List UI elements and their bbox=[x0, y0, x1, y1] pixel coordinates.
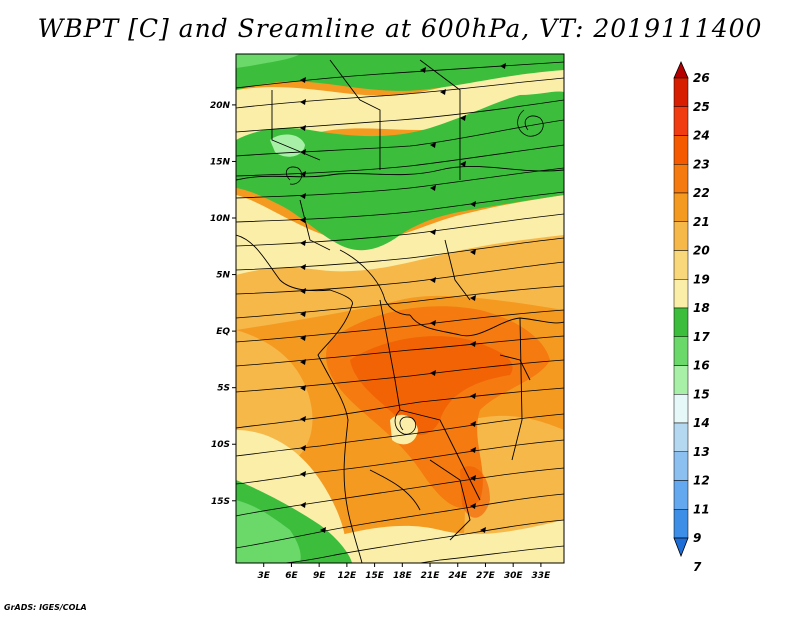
colorbar-label: 7 bbox=[693, 560, 702, 574]
colorbar-swatch bbox=[673, 135, 689, 165]
field-lightgreen-corner bbox=[236, 54, 300, 68]
x-tick-label: 21E bbox=[421, 571, 441, 581]
stream-arrows bbox=[300, 63, 506, 533]
x-tick-label: 6E bbox=[285, 571, 298, 581]
x-tick-label: 12E bbox=[338, 571, 358, 581]
y-tick-label: 15N bbox=[210, 157, 231, 167]
colorbar-label: 12 bbox=[693, 474, 710, 488]
y-tick-label: 5N bbox=[216, 271, 230, 281]
colorbar-swatch bbox=[673, 509, 689, 539]
colorbar-label: 23 bbox=[693, 157, 710, 171]
x-tick-label: 3E bbox=[258, 571, 271, 581]
colorbar-label: 11 bbox=[693, 502, 710, 516]
colorbar-swatch bbox=[673, 394, 689, 424]
plot-title: WBPT [C] and Sreamline at 600hPa, VT: 20… bbox=[37, 14, 763, 43]
field-yellow-vortex bbox=[390, 414, 418, 445]
x-tick-label: 33E bbox=[532, 571, 552, 581]
colorbar-label: 22 bbox=[693, 186, 710, 200]
x-tick-label: 9E bbox=[313, 571, 326, 581]
colorbar-swatch bbox=[673, 106, 689, 136]
y-tick-label: 5S bbox=[217, 384, 230, 394]
field-yellow-north bbox=[236, 70, 564, 180]
y-tick-label: 20N bbox=[210, 101, 231, 111]
map-panel bbox=[236, 54, 564, 563]
field-light-orange-southeast bbox=[460, 415, 564, 560]
x-tick-label: 18E bbox=[393, 571, 413, 581]
grads-credit: GrADS: IGES/COLA bbox=[4, 603, 87, 612]
colorbar-label: 15 bbox=[693, 387, 710, 401]
colorbar-bottom-arrow bbox=[673, 537, 689, 558]
colorbar: 26 25 24 23 22 21 20 19 18 17 16 15 14 13 12 11 9 7 bbox=[673, 61, 710, 574]
coastline-west bbox=[236, 234, 363, 563]
colorbar-swatch bbox=[673, 221, 689, 251]
colorbar-label: 16 bbox=[693, 359, 710, 373]
colorbar-label: 13 bbox=[693, 445, 710, 459]
colorbar-label: 9 bbox=[693, 531, 701, 545]
colorbar-swatch bbox=[673, 336, 689, 366]
colorbar-swatch bbox=[673, 192, 689, 222]
x-tick-label: 27E bbox=[476, 571, 496, 581]
y-tick-label: 10S bbox=[211, 440, 230, 450]
colorbar-label: 26 bbox=[693, 71, 710, 85]
field-lightgreen-southwest bbox=[236, 500, 301, 563]
colorbar-label: 19 bbox=[693, 272, 710, 286]
y-tick-label: 15S bbox=[211, 497, 230, 507]
x-tick-label: 30E bbox=[504, 571, 524, 581]
colorbar-top-arrow bbox=[673, 61, 689, 79]
y-tick-label: EQ bbox=[216, 327, 230, 337]
colorbar-swatch bbox=[673, 250, 689, 280]
field-yellow-south bbox=[320, 520, 564, 563]
field-red-core bbox=[350, 336, 513, 435]
colorbar-swatch bbox=[673, 365, 689, 395]
y-tick-label: 10N bbox=[210, 214, 231, 224]
colorbar-swatch bbox=[673, 422, 689, 452]
colorbar-label: 24 bbox=[693, 129, 710, 143]
y-axis: 20N 15N 10N 5N EQ 5S 10S 15S bbox=[210, 101, 236, 507]
colorbar-label: 21 bbox=[693, 215, 710, 229]
colorbar-label: 18 bbox=[693, 301, 710, 315]
colorbar-label: 17 bbox=[693, 330, 710, 344]
x-tick-label: 15E bbox=[365, 571, 385, 581]
field-green-sahel bbox=[236, 91, 564, 251]
colorbar-label: 25 bbox=[693, 100, 710, 114]
colorbar-swatch bbox=[673, 77, 689, 107]
colorbar-label: 20 bbox=[693, 244, 710, 258]
colorbar-swatch bbox=[673, 480, 689, 510]
field-palegreen-blob bbox=[270, 134, 305, 157]
borders bbox=[236, 59, 564, 563]
streamlines bbox=[236, 61, 564, 563]
x-axis: 3E 6E 9E 12E 15E 18E 21E 24E 27E 30E 33E bbox=[258, 563, 552, 581]
colorbar-label: 14 bbox=[693, 416, 710, 430]
colorbar-swatch bbox=[673, 451, 689, 481]
colorbar-swatch bbox=[673, 307, 689, 337]
map-frame bbox=[235, 53, 565, 564]
x-tick-label: 24E bbox=[448, 571, 468, 581]
colorbar-swatch bbox=[673, 164, 689, 194]
colorbar-swatch bbox=[673, 279, 689, 309]
